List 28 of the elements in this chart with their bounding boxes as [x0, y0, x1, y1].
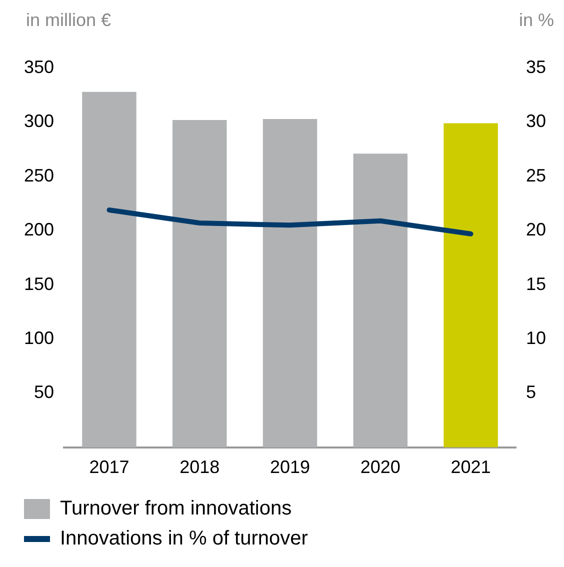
y2-tick-label: 15	[526, 274, 546, 294]
y2-axis-title: in %	[518, 10, 554, 30]
x-tick-label: 2017	[89, 457, 130, 478]
y2-tick-label: 35	[526, 56, 546, 77]
y-tick-label: 200	[24, 220, 54, 240]
y-tick-label: 50	[34, 382, 54, 402]
bar	[172, 120, 227, 448]
y-axis-title: in million €	[26, 10, 112, 30]
y2-tick-label: 30	[526, 111, 546, 132]
y-tick-label: 300	[24, 111, 54, 132]
bar	[353, 154, 408, 448]
x-tick-label: 2019	[270, 457, 310, 478]
legend-label: Innovations in % of turnover	[60, 528, 308, 550]
y2-tick-label: 25	[526, 165, 546, 186]
y-tick-label: 350	[24, 56, 54, 77]
y-tick-label: 250	[24, 165, 54, 186]
bar	[444, 123, 498, 448]
x-tick-label: 2018	[180, 457, 220, 478]
legend-label: Turnover from innovations	[60, 498, 292, 520]
y2-tick-label: 10	[526, 328, 546, 348]
bar	[262, 118, 318, 448]
bar	[82, 92, 136, 448]
y-tick-label: 150	[24, 274, 54, 294]
x-tick-label: 2020	[360, 457, 400, 478]
y2-tick-label: 5	[526, 382, 536, 402]
y2-tick-label: 20	[526, 220, 546, 240]
y-tick-label: 100	[24, 328, 54, 348]
x-tick-label: 2021	[450, 457, 491, 478]
